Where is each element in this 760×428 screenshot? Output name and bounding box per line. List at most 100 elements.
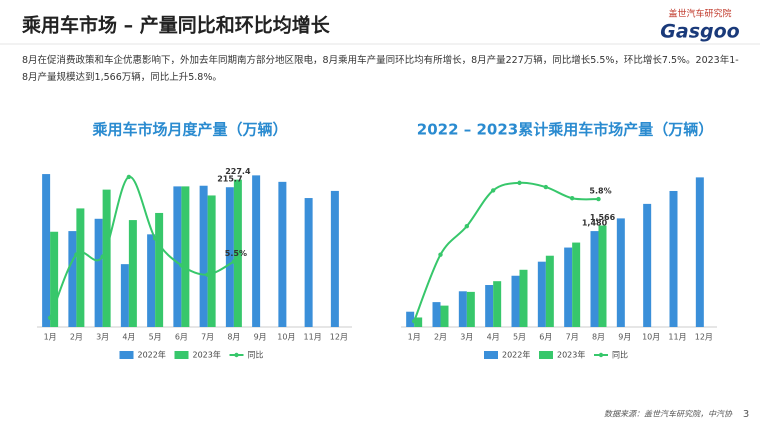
x-tick-label: 8月: [592, 333, 605, 342]
line-point: [411, 318, 417, 324]
line-point: [464, 223, 470, 229]
legend-swatch: [598, 352, 604, 358]
bar: [414, 317, 423, 327]
data-label: 5.5%: [225, 249, 247, 258]
bar: [440, 305, 449, 327]
legend-swatch: [119, 351, 134, 359]
bar: [519, 269, 528, 327]
x-tick-label: 2月: [434, 333, 447, 342]
bar: [207, 195, 216, 327]
data-label: 1,480: [582, 219, 608, 228]
legend-label: 2023年: [557, 350, 585, 360]
summary: 8月在促消费政策和车企优惠影响下，外加去年同期南方部分地区限电，8月乘用车产量同…: [22, 55, 739, 83]
bar: [590, 231, 599, 327]
bar: [76, 208, 85, 327]
chart-title: 乘用车市场月度产量（万辆）: [91, 121, 287, 139]
bar: [330, 190, 339, 327]
line-point: [74, 252, 79, 257]
x-tick-label: 12月: [330, 333, 348, 342]
x-tick-label: 12月: [695, 333, 713, 342]
bar: [181, 186, 190, 327]
line-point: [231, 259, 237, 264]
bar: [598, 225, 607, 327]
legend-label: 2022年: [502, 350, 530, 360]
line-point: [126, 174, 132, 180]
legend-label: 同比: [612, 350, 628, 360]
bar: [432, 302, 441, 327]
legend-label: 2023年: [193, 350, 221, 360]
x-tick-label: 3月: [460, 333, 473, 342]
line-point: [47, 315, 53, 320]
x-tick-label: 4月: [122, 333, 135, 342]
bar: [173, 186, 182, 327]
x-tick-label: 10月: [277, 333, 295, 342]
legend-label: 2022年: [138, 350, 166, 360]
bar: [128, 220, 137, 327]
x-tick-label: 7月: [566, 333, 579, 342]
bar: [564, 247, 573, 327]
legend-swatch: [539, 351, 553, 359]
x-tick-label: 1月: [44, 333, 57, 342]
line-point: [490, 188, 496, 193]
bar: [94, 218, 103, 327]
line-point: [438, 252, 443, 257]
data-label: 1,566: [590, 213, 616, 222]
line-point: [543, 184, 549, 190]
bar: [493, 281, 502, 327]
bar: [537, 261, 546, 327]
legend-swatch: [234, 352, 239, 358]
x-tick-label: 9月: [254, 333, 267, 342]
bar: [572, 242, 581, 327]
source: 数据来源：盖世汽车研究院，中汽协: [604, 410, 733, 419]
chart-title: 2022 – 2023累计乘用车市场产量（万辆）: [417, 121, 713, 139]
logo-cn: 盖世汽车研究院: [668, 8, 731, 20]
bar: [616, 218, 625, 327]
bar: [50, 231, 59, 327]
bar: [304, 198, 313, 327]
line-point: [179, 263, 184, 268]
bar: [278, 181, 287, 327]
legend-swatch: [174, 351, 189, 359]
x-tick-label: 5月: [149, 333, 162, 342]
x-tick-label: 1月: [408, 333, 421, 342]
bar: [458, 291, 467, 327]
line-point: [100, 254, 105, 259]
line-point: [596, 196, 601, 202]
bar: [42, 174, 51, 327]
bar: [695, 177, 704, 327]
line-point: [569, 196, 575, 201]
bar: [466, 291, 475, 327]
bar: [252, 175, 261, 327]
x-tick-label: 11月: [668, 333, 686, 342]
x-tick-label: 10月: [642, 333, 660, 342]
bar: [643, 203, 652, 327]
bar: [147, 234, 156, 327]
line-point: [205, 272, 210, 277]
bar: [669, 190, 678, 327]
x-tick-label: 9月: [618, 333, 631, 342]
bar: [199, 185, 208, 327]
x-tick-label: 7月: [201, 333, 214, 342]
x-tick-label: 5月: [513, 333, 526, 342]
legend-swatch: [484, 351, 498, 359]
bar: [545, 255, 554, 327]
line-point: [152, 236, 158, 241]
line-point: [517, 180, 522, 186]
page-number: 3: [743, 409, 749, 420]
bar: [406, 311, 415, 327]
x-tick-label: 3月: [96, 333, 109, 342]
bar: [233, 179, 242, 327]
summary-box: 8月在促消费政策和车企优惠影响下，外加去年同期南方部分地区限电，8月乘用车产量同…: [22, 55, 739, 83]
bar: [155, 212, 164, 327]
x-tick-label: 6月: [539, 333, 552, 342]
data-label: 5.8%: [589, 187, 611, 196]
bar: [68, 231, 77, 327]
data-label: 227.4: [225, 167, 251, 176]
slide-title: 乘用车市场 – 产量同比和环比均增长: [21, 14, 331, 37]
logo-en: Gasgoo: [660, 21, 739, 43]
x-tick-label: 4月: [487, 333, 500, 342]
bar: [225, 187, 234, 327]
bar: [511, 275, 520, 327]
